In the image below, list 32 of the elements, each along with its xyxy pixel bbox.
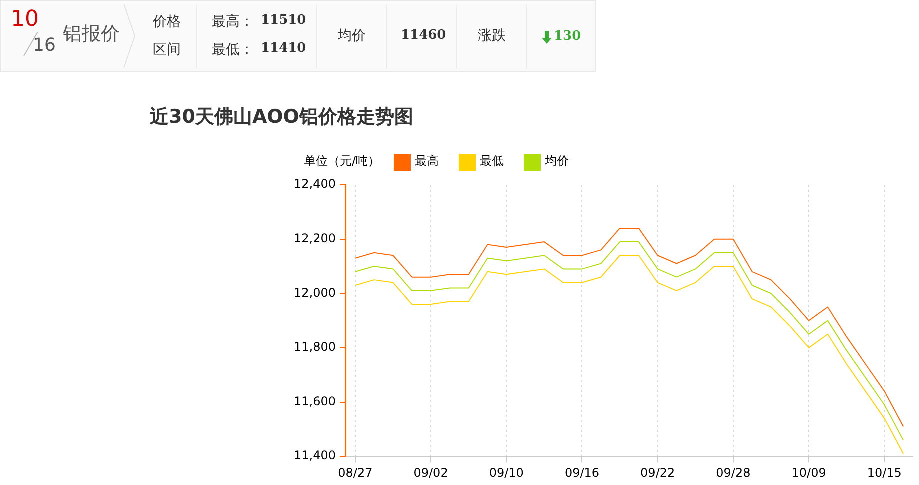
y-tick-label: 11,800 <box>294 340 336 354</box>
text: 11460 <box>401 28 446 43</box>
y-tick-label: 12,400 <box>294 177 336 192</box>
text: 最低： <box>212 41 254 59</box>
legend-label: 最高 <box>415 154 440 168</box>
x-tick-label: 09/22 <box>640 466 676 480</box>
legend-label: 最低 <box>480 154 504 168</box>
text: 最高： <box>212 13 254 31</box>
legend-label: 均价 <box>544 154 570 168</box>
text: 10 <box>11 7 39 32</box>
text: 铝报价 <box>63 22 120 47</box>
text: 涨跌 <box>478 27 506 45</box>
x-tick-label: 09/10 <box>489 466 524 480</box>
x-tick-label: 10/15 <box>867 466 902 480</box>
y-tick-label: 11,400 <box>294 448 336 463</box>
y-tick-label: 11,600 <box>294 394 336 408</box>
x-tick-label: 09/16 <box>564 466 600 480</box>
text: 区间 <box>153 41 181 59</box>
x-tick-label: 09/28 <box>716 466 751 480</box>
chart-title: 近30天佛山AOO铝价格走势图 <box>150 105 414 130</box>
x-tick-label: 08/27 <box>338 466 373 480</box>
x-tick-label: 09/02 <box>414 466 448 480</box>
text: 均价 <box>338 27 366 45</box>
y-tick-label: 12,000 <box>294 286 336 300</box>
x-tick-label: 10/09 <box>792 466 826 480</box>
y-axis-title: 单位（元/吨） <box>304 154 380 168</box>
text: 11510 <box>261 13 306 28</box>
text: 价格 <box>153 13 181 31</box>
text: 130 <box>554 29 582 44</box>
text: 11410 <box>261 41 306 56</box>
text: 16 <box>33 35 56 56</box>
y-tick-label: 12,200 <box>294 231 336 246</box>
